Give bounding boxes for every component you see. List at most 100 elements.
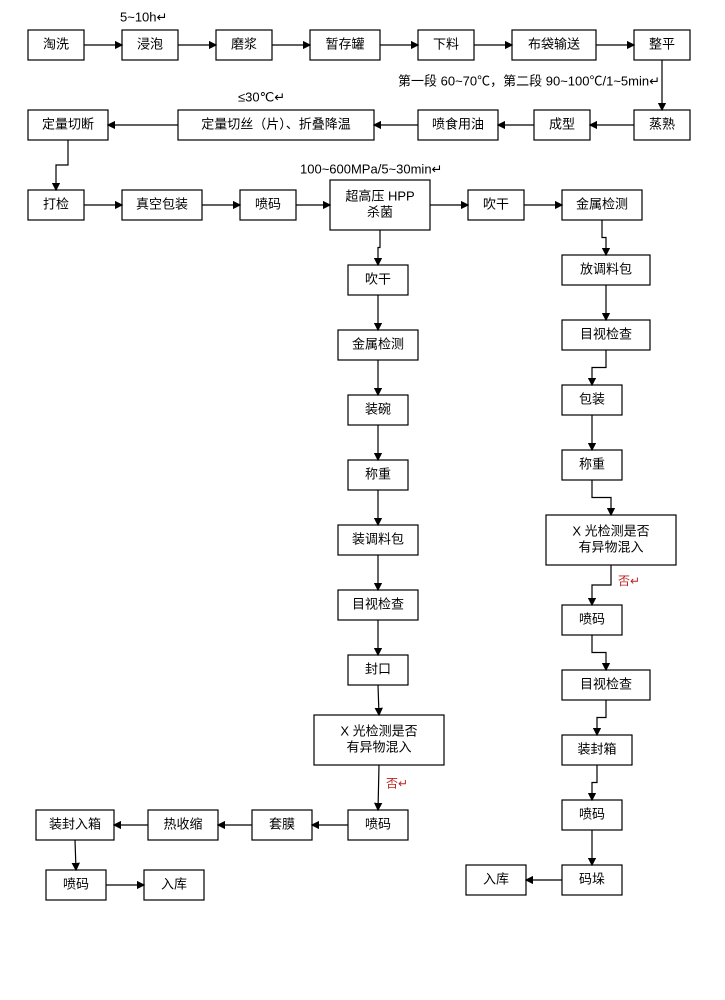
flow-node-rR4: 称重 xyxy=(562,450,622,480)
flow-node-rM2: 金属检测 xyxy=(338,330,418,360)
flow-node-r1d: 暂存罐 xyxy=(310,30,380,60)
node-label: 入库 xyxy=(161,876,187,891)
flow-node-r1f: 布袋输送 xyxy=(512,30,596,60)
flow-node-rB2: 装封入箱 xyxy=(36,810,114,840)
flow-node-rM3: 装碗 xyxy=(348,395,408,425)
node-label: 整平 xyxy=(649,36,675,51)
flow-edge xyxy=(56,140,68,190)
node-label: 目视检查 xyxy=(580,326,632,341)
flow-node-rM6: 目视检查 xyxy=(338,590,418,620)
node-label: 布袋输送 xyxy=(528,36,580,51)
flow-node-r3e: 吹干 xyxy=(468,190,524,220)
flow-node-r3f: 金属检测 xyxy=(562,190,642,220)
edge-label: 否↵ xyxy=(386,777,408,791)
flow-edge xyxy=(592,635,606,670)
node-label: 套膜 xyxy=(269,816,295,831)
node-label: 有异物混入 xyxy=(578,539,643,554)
node-label: 码垛 xyxy=(579,871,605,886)
node-label: 真空包装 xyxy=(136,196,188,211)
node-label: 入库 xyxy=(483,871,509,886)
flow-node-rM9: 喷码 xyxy=(348,810,408,840)
flow-node-r1a: 淘洗 xyxy=(28,30,84,60)
flow-node-r3c: 喷码 xyxy=(240,190,296,220)
flow-edge xyxy=(602,220,606,255)
flowchart-canvas: 淘洗 浸泡 磨浆 暂存罐 下料 布袋输送 整平蒸熟 成型 喷食用油 定量切丝（片）、折叠降温 定量切… xyxy=(0,0,725,1000)
annotation: 5~10h↵ xyxy=(120,9,167,24)
node-label: 成型 xyxy=(549,116,575,131)
node-label: 浸泡 xyxy=(137,36,163,51)
flow-edge xyxy=(75,840,76,870)
node-label: 金属检测 xyxy=(352,336,404,351)
flow-node-rR7: 目视检查 xyxy=(562,670,650,700)
flow-edge xyxy=(378,230,380,265)
flow-node-r3b: 真空包装 xyxy=(122,190,202,220)
node-label: 包装 xyxy=(579,391,605,406)
node-label: 喷码 xyxy=(579,611,605,626)
node-label: X 光检测是否 xyxy=(572,523,649,538)
flow-node-r2g: 蒸熟 xyxy=(634,110,690,140)
node-label: 装封箱 xyxy=(577,741,616,756)
node-label: X 光检测是否 xyxy=(340,723,417,738)
node-label: 金属检测 xyxy=(576,196,628,211)
flow-node-rM5: 装调料包 xyxy=(338,525,418,555)
flow-node-rB1: 喷码 xyxy=(46,870,106,900)
flow-node-rB3: 热收缩 xyxy=(148,810,218,840)
node-label: 蒸熟 xyxy=(649,116,675,131)
node-label: 称重 xyxy=(365,466,391,481)
flow-node-rR8: 装封箱 xyxy=(562,735,632,765)
flow-node-r3d: 超高压 HPP杀菌 xyxy=(330,180,430,230)
flow-node-rB4: 套膜 xyxy=(252,810,312,840)
node-label: 超高压 HPP xyxy=(345,188,414,203)
flow-edge xyxy=(592,480,611,515)
flow-node-r2d: 定量切丝（片）、折叠降温 xyxy=(178,110,374,140)
flow-node-r2e: 喷食用油 xyxy=(418,110,498,140)
flow-node-r3a: 打检 xyxy=(28,190,84,220)
flow-node-rM7: 封口 xyxy=(348,655,408,685)
node-label: 喷码 xyxy=(255,196,281,211)
annotation: 第一段 60~70℃，第二段 90~100℃/1~5min↵ xyxy=(398,73,660,88)
node-label: 目视检查 xyxy=(580,676,632,691)
flow-node-rM8: X 光检测是否有异物混入 xyxy=(314,715,444,765)
flow-node-r1e: 下料 xyxy=(418,30,474,60)
node-label: 打检 xyxy=(43,196,69,211)
node-label: 喷码 xyxy=(579,806,605,821)
flow-node-rR9: 喷码 xyxy=(562,800,622,830)
node-label: 磨浆 xyxy=(231,36,257,51)
node-label: 喷码 xyxy=(365,816,391,831)
flow-edge xyxy=(592,565,611,605)
flow-node-rR6: 喷码 xyxy=(562,605,622,635)
node-label: 暂存罐 xyxy=(325,36,364,51)
node-label: 吹干 xyxy=(483,196,509,211)
flow-edge xyxy=(378,685,379,715)
flow-node-rR2: 目视检查 xyxy=(562,320,650,350)
flow-edge xyxy=(378,765,379,810)
node-label: 有异物混入 xyxy=(346,739,411,754)
flow-edge xyxy=(592,765,597,800)
node-label: 装碗 xyxy=(365,401,391,416)
node-label: 定量切丝（片）、折叠降温 xyxy=(201,116,351,131)
flow-node-rR1: 放调料包 xyxy=(562,255,650,285)
node-label: 称重 xyxy=(579,456,605,471)
flow-node-rB0: 入库 xyxy=(144,870,204,900)
flow-node-r1b: 浸泡 xyxy=(122,30,178,60)
flow-edge xyxy=(592,350,606,385)
node-label: 杀菌 xyxy=(367,204,393,219)
node-label: 定量切断 xyxy=(42,116,94,131)
node-label: 喷食用油 xyxy=(432,116,484,131)
node-label: 放调料包 xyxy=(580,261,632,276)
node-label: 喷码 xyxy=(63,876,89,891)
node-label: 下料 xyxy=(433,36,459,51)
node-label: 淘洗 xyxy=(43,36,69,51)
flow-node-rR10: 码垛 xyxy=(562,865,622,895)
flow-node-rR3: 包装 xyxy=(562,385,622,415)
flow-node-r2c: 定量切断 xyxy=(28,110,108,140)
node-label: 热收缩 xyxy=(163,816,202,831)
node-label: 目视检查 xyxy=(352,596,404,611)
edge-label: 否↵ xyxy=(618,574,640,588)
node-label: 装封入箱 xyxy=(49,816,101,831)
annotation: 100~600MPa/5~30min↵ xyxy=(300,161,442,176)
flow-node-r2f: 成型 xyxy=(534,110,590,140)
flow-node-r1g: 整平 xyxy=(634,30,690,60)
node-label: 封口 xyxy=(365,661,391,676)
node-label: 装调料包 xyxy=(352,531,404,546)
